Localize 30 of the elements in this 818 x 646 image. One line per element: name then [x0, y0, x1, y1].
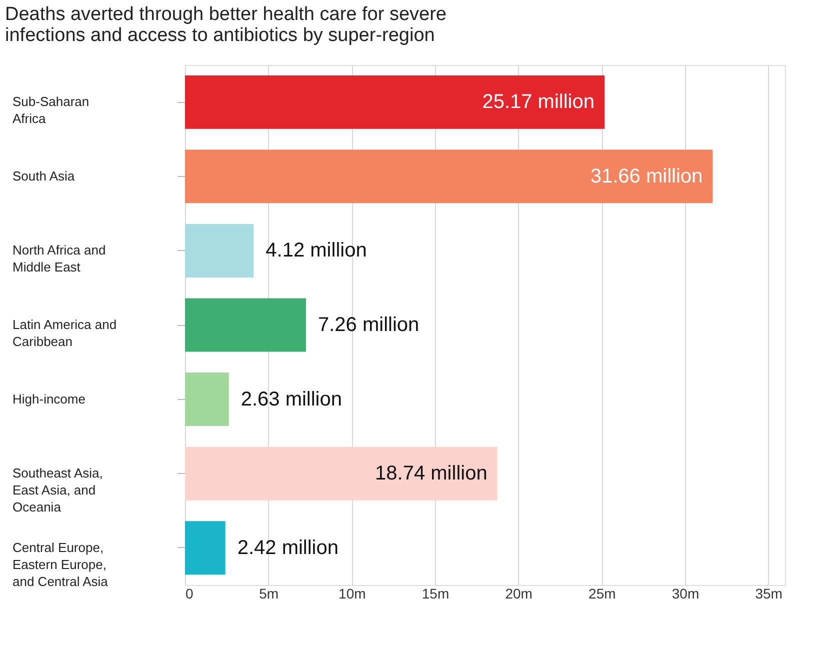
- chart-title: Deaths averted through better health care for severe infections and access to antibiotics by super-region: [5, 4, 446, 46]
- bar: [185, 150, 713, 204]
- y-tick-label: North Africa and Middle East: [12, 242, 106, 275]
- x-tick-label: 5m: [259, 586, 279, 602]
- y-tick-label: Central Europe, Eastern Europe, and Central Asia: [12, 540, 109, 589]
- x-tick-label: 0: [186, 586, 194, 602]
- x-tick-label: 25m: [588, 586, 616, 602]
- bar: [185, 224, 254, 278]
- data-label: 4.12 million: [266, 240, 367, 262]
- y-tick-label: Latin America and Caribbean: [12, 317, 117, 349]
- data-label: 25.17 million: [482, 91, 594, 114]
- bar: [185, 521, 226, 575]
- bar: [185, 446, 498, 500]
- x-tick-label: 35m: [755, 586, 782, 602]
- data-label: 31.66 million: [590, 165, 703, 188]
- bar: [185, 372, 229, 426]
- x-tick-label: 30m: [672, 586, 700, 602]
- y-tick-label: Southeast Asia, East Asia, and Oceania: [12, 466, 103, 515]
- x-tick-label: 20m: [505, 586, 532, 602]
- x-tick-label: 15m: [422, 586, 450, 602]
- data-label: 2.42 million: [237, 536, 339, 559]
- data-label: 18.74 million: [375, 462, 488, 485]
- x-tick-label: 10m: [338, 586, 366, 602]
- bar: [185, 75, 604, 129]
- bar: [185, 298, 306, 352]
- data-label: 2.63 million: [240, 388, 342, 410]
- y-tick-label: Sub-Saharan Africa: [12, 94, 90, 126]
- y-tick-label: South Asia: [12, 168, 76, 184]
- y-tick-label: High-income: [12, 391, 86, 406]
- data-label: 7.26 million: [318, 314, 420, 336]
